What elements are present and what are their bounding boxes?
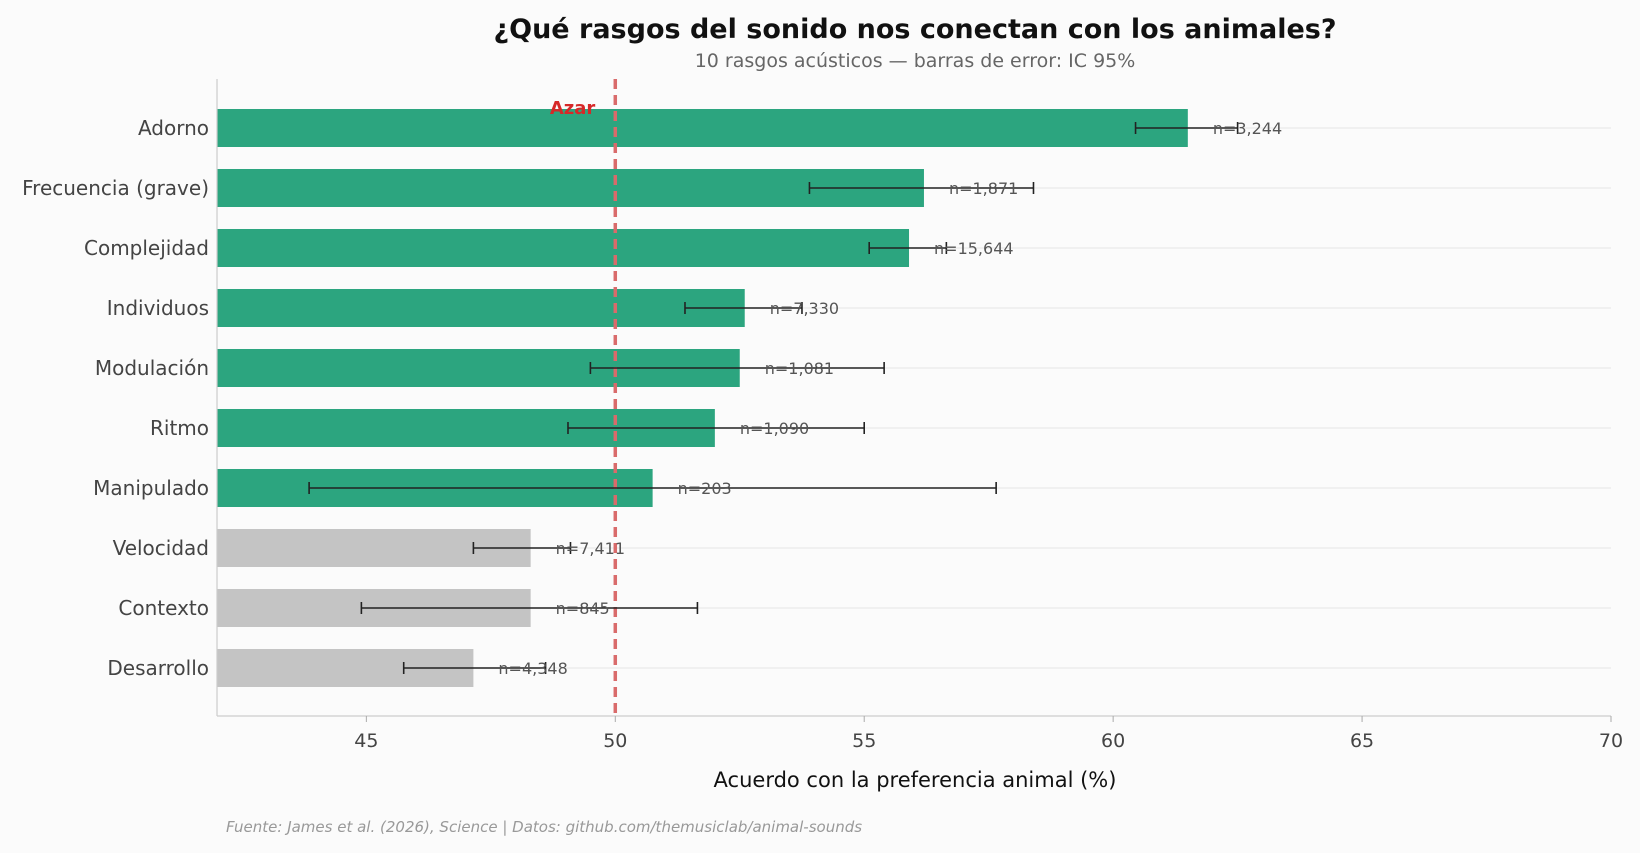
category-label: Velocidad bbox=[113, 536, 209, 560]
error-bars-layer bbox=[308, 122, 1239, 674]
bar bbox=[217, 109, 1188, 147]
n-labels-layer: n=3,244 n=1,871 n=15,644 n=7,330 n=1,081 n=1,… bbox=[498, 119, 1282, 678]
reference-line-label: Azar bbox=[550, 98, 596, 119]
n-label: n=3,244 bbox=[1213, 119, 1282, 138]
category-label: Adorno bbox=[138, 116, 209, 140]
bars-layer bbox=[217, 109, 1188, 687]
x-tick-label: 55 bbox=[852, 730, 876, 752]
n-label: n=15,644 bbox=[934, 239, 1014, 258]
category-label: Complejidad bbox=[84, 236, 209, 260]
x-tick-label: 50 bbox=[603, 730, 627, 752]
category-label: Individuos bbox=[107, 296, 209, 320]
n-label: n=1,090 bbox=[740, 419, 809, 438]
category-label: Ritmo bbox=[150, 416, 209, 440]
category-label: Desarrollo bbox=[107, 656, 209, 680]
n-label: n=203 bbox=[678, 479, 732, 498]
n-label: n=7,411 bbox=[556, 539, 625, 558]
chart-title: ¿Qué rasgos del sonido nos conectan con … bbox=[493, 14, 1336, 45]
n-label: n=4,348 bbox=[498, 659, 567, 678]
bar bbox=[217, 289, 745, 327]
n-label: n=1,081 bbox=[765, 359, 834, 378]
category-label: Manipulado bbox=[93, 476, 209, 500]
x-tick-label: 65 bbox=[1350, 730, 1374, 752]
bar bbox=[217, 169, 924, 207]
category-label: Frecuencia (grave) bbox=[22, 176, 209, 200]
axes-layer: Adorno Frecuencia (grave) Complejidad Indiv… bbox=[22, 79, 1623, 752]
x-tick-label: 70 bbox=[1599, 730, 1623, 752]
chart-subtitle: 10 rasgos acústicos — barras de error: I… bbox=[695, 50, 1136, 72]
category-label: Contexto bbox=[118, 596, 209, 620]
x-tick-label: 45 bbox=[354, 730, 378, 752]
n-label: n=1,871 bbox=[949, 179, 1018, 198]
reference-line-layer: Azar bbox=[550, 79, 618, 716]
n-label: n=7,330 bbox=[770, 299, 839, 318]
n-label: n=845 bbox=[556, 599, 610, 618]
category-label: Modulación bbox=[95, 356, 209, 380]
grid-layer bbox=[217, 127, 1611, 669]
source-note: Fuente: James et al. (2026), Science | D… bbox=[226, 818, 862, 836]
bar bbox=[217, 229, 910, 267]
x-tick-label: 60 bbox=[1101, 730, 1125, 752]
x-axis-label: Acuerdo con la preferencia animal (%) bbox=[714, 768, 1117, 792]
